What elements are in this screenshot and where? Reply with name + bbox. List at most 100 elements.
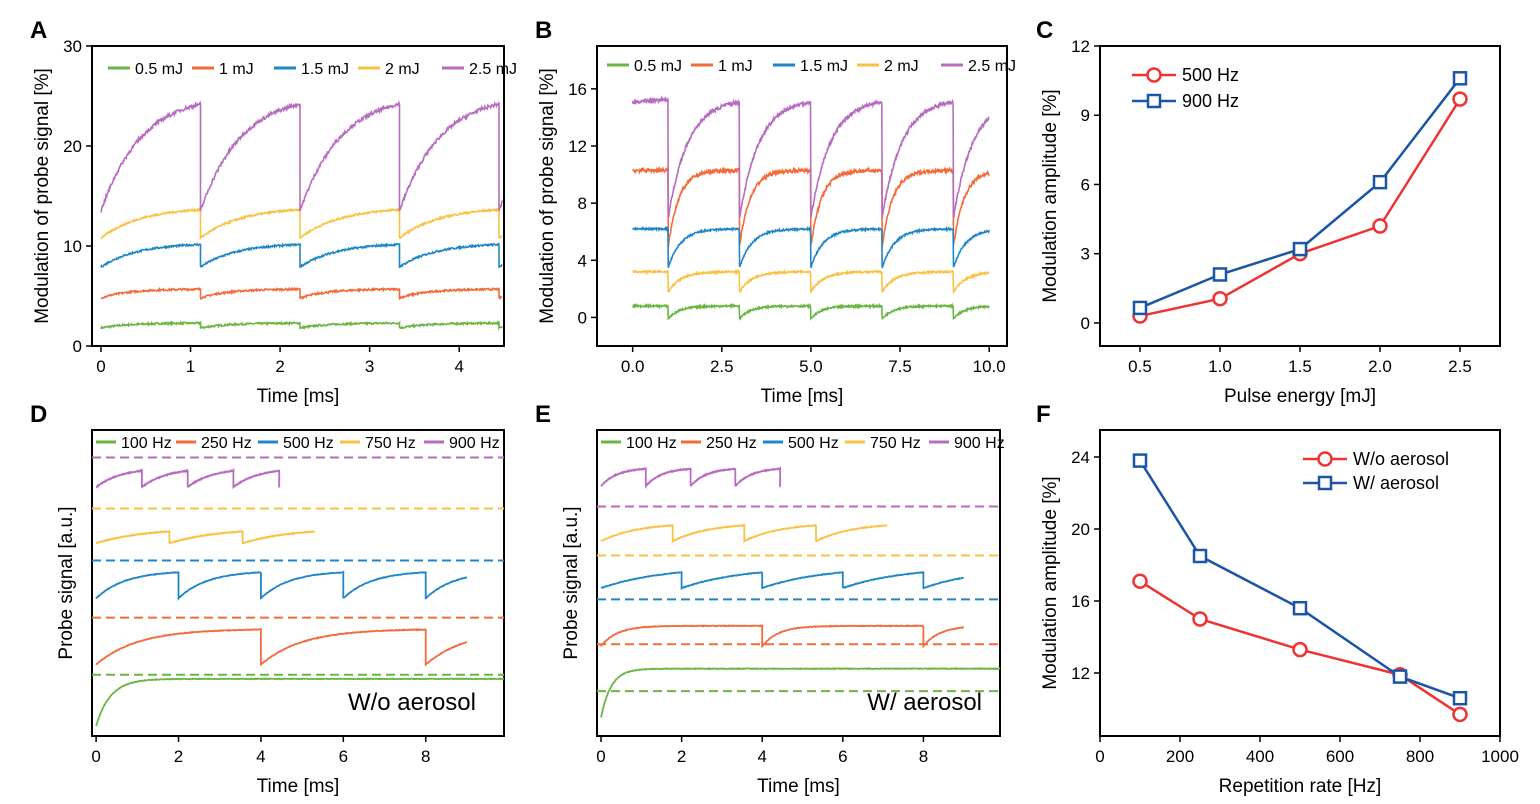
series-line-1-5-mj [632, 225, 990, 269]
x-tick-label: 7.5 [888, 357, 912, 376]
x-tick-label: 1.5 [1288, 357, 1312, 376]
x-axis-label: Time [ms] [257, 776, 340, 797]
series-line-500-hz [600, 571, 964, 591]
x-tick-label: 2.0 [1368, 357, 1392, 376]
legend-label-100-hz: 100 Hz [121, 435, 172, 452]
legend-label-250-hz: 250 Hz [706, 435, 757, 452]
legend: 0.5 mJ 1 mJ 1.5 mJ 2 mJ 2.5 mJ [607, 58, 1016, 75]
legend-marker [1317, 451, 1333, 467]
x-axis-label: Time [ms] [761, 386, 844, 407]
y-tick-label: 20 [1071, 520, 1090, 539]
legend-label-2-5-mj: 2.5 mJ [968, 58, 1016, 75]
legend-label-1-5-mj: 1.5 mJ [800, 58, 848, 75]
plot-frame [91, 429, 505, 737]
legend-label-900-hz: 900 Hz [954, 435, 1005, 452]
panel-label: B [535, 17, 552, 44]
series-line-500-hz [1139, 98, 1462, 318]
series-line-250-hz [600, 624, 965, 649]
data-point [1452, 690, 1468, 706]
y-tick-label: 12 [1071, 37, 1090, 56]
data-point [1192, 611, 1208, 627]
series-line-2-mj [100, 206, 503, 241]
y-tick-label: 0 [73, 337, 82, 356]
legend-label-750-hz: 750 Hz [365, 435, 416, 452]
data-point [1212, 267, 1228, 282]
data-point [1392, 669, 1408, 684]
legend-marker [1146, 67, 1162, 83]
legend-marker [1146, 93, 1162, 109]
x-tick-label: 6 [339, 747, 348, 766]
annotation: W/o aerosol [348, 689, 476, 716]
data-point [1132, 300, 1148, 316]
series-line-2-5-mj [100, 100, 503, 213]
data-point [1372, 218, 1388, 234]
panel-label: D [30, 401, 47, 428]
x-tick-label: 0 [96, 357, 105, 376]
legend-marker [1317, 475, 1333, 491]
legend-label-100-hz: 100 Hz [626, 435, 677, 452]
panel-e: E 0 2 4 6 8 Time [ms] Probe signal [a.u.] 100 Hz… [535, 401, 1005, 797]
series-line-2-mj [632, 268, 990, 294]
x-axis-label: Pulse energy [mJ] [1224, 386, 1376, 407]
legend-label-1-mj: 1 mJ [219, 61, 254, 78]
x-tick-label: 6 [838, 747, 847, 766]
plot-frame [1099, 429, 1501, 737]
series-line-0-5-mj [632, 302, 990, 322]
x-tick-label: 0.0 [621, 357, 645, 376]
y-tick-label: 30 [63, 37, 82, 56]
y-axis-label: Probe signal [a.u.] [56, 506, 77, 659]
plot-frame [596, 45, 1008, 347]
x-tick-label: 4 [256, 747, 265, 766]
y-tick-label: 6 [1081, 175, 1090, 194]
series-line-900-hz [600, 465, 781, 489]
series-line-100-hz [95, 677, 505, 727]
legend-label-0-5-mj: 0.5 mJ [634, 58, 682, 75]
y-tick-label: 3 [1081, 245, 1090, 264]
x-tick-label: 1000 [1481, 747, 1519, 766]
y-tick-label: 16 [568, 80, 587, 99]
legend-item-500-hz: 500 Hz [1132, 65, 1239, 85]
series-line-2-5-mj [631, 95, 990, 218]
y-tick-label: 0 [578, 308, 587, 327]
legend-label: W/ aerosol [1353, 473, 1439, 493]
series-line-250-hz [95, 627, 468, 667]
panel-c: C 0.5 1.0 1.5 2.0 2.5 0 3 6 9 12 Pulse energy [mJ] M… [1036, 17, 1501, 407]
data-point [1452, 91, 1468, 107]
series-line-w-aerosol [1138, 459, 1461, 700]
data-point [1192, 548, 1208, 564]
x-tick-label: 5.0 [799, 357, 823, 376]
x-tick-label: 1.0 [1208, 357, 1232, 376]
x-axis-label: Time [ms] [257, 386, 340, 407]
x-tick-label: 8 [421, 747, 430, 766]
y-tick-label: 12 [1071, 664, 1090, 683]
y-axis-label: Modulation amplitude [%] [1040, 476, 1061, 689]
legend-label-900-hz: 900 Hz [449, 435, 500, 452]
x-tick-label: 2 [174, 747, 183, 766]
y-tick-label: 16 [1071, 592, 1090, 611]
y-tick-label: 4 [578, 251, 587, 270]
series-line-1-5-mj [100, 242, 503, 269]
x-tick-label: 4 [757, 747, 766, 766]
x-tick-label: 400 [1246, 747, 1274, 766]
x-tick-label: 2.5 [1448, 357, 1472, 376]
y-tick-label: 9 [1081, 106, 1090, 125]
data-point [1132, 453, 1148, 468]
series-line-1-mj [100, 286, 503, 301]
data-point [1132, 573, 1148, 589]
legend-label-1-5-mj: 1.5 mJ [301, 61, 349, 78]
data-point [1452, 71, 1468, 86]
data-point [1292, 600, 1308, 616]
legend: 100 Hz 250 Hz 500 Hz 750 Hz 900 Hz [96, 435, 500, 452]
legend-label-500-hz: 500 Hz [788, 435, 839, 452]
x-tick-label: 0 [596, 747, 605, 766]
x-tick-label: 4 [454, 357, 463, 376]
panel-label: E [535, 401, 551, 428]
legend-label-2-mj: 2 mJ [385, 61, 420, 78]
series-line-100-hz [600, 667, 1001, 718]
plot-frame [1099, 45, 1501, 347]
y-tick-label: 8 [578, 194, 587, 213]
series-line-500-hz [95, 570, 468, 601]
y-tick-label: 10 [63, 237, 82, 256]
x-tick-label: 10.0 [973, 357, 1006, 376]
panel-label: F [1036, 401, 1051, 428]
